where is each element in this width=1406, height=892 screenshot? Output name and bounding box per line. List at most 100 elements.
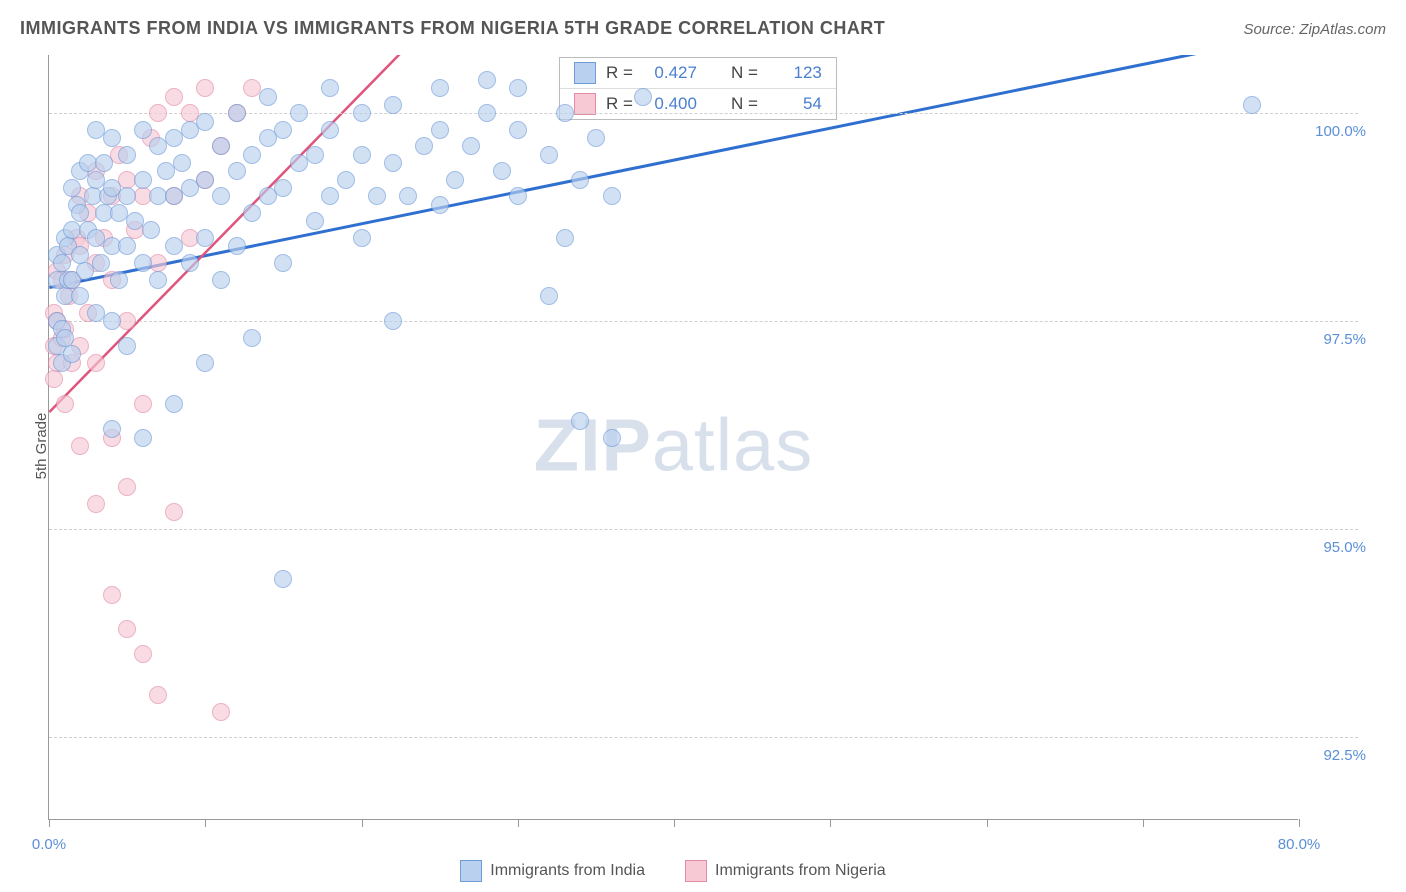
- data-point-india: [509, 187, 527, 205]
- x-tick: [674, 819, 675, 827]
- stat-r-label: R =: [606, 94, 633, 114]
- data-point-india: [274, 254, 292, 272]
- data-point-india: [321, 121, 339, 139]
- data-point-india: [212, 271, 230, 289]
- data-point-india: [431, 196, 449, 214]
- data-point-india: [509, 121, 527, 139]
- data-point-india: [149, 271, 167, 289]
- legend-item-nigeria: Immigrants from Nigeria: [685, 860, 886, 882]
- data-point-india: [353, 104, 371, 122]
- x-tick: [987, 819, 988, 827]
- data-point-india: [212, 137, 230, 155]
- swatch-india: [460, 860, 482, 882]
- data-point-nigeria: [212, 703, 230, 721]
- data-point-india: [56, 329, 74, 347]
- y-tick-label: 92.5%: [1323, 747, 1366, 764]
- data-point-india: [259, 88, 277, 106]
- data-point-india: [103, 129, 121, 147]
- data-point-india: [134, 254, 152, 272]
- swatch-india: [574, 62, 596, 84]
- data-point-india: [478, 104, 496, 122]
- data-point-india: [95, 154, 113, 172]
- data-point-india: [53, 254, 71, 272]
- x-tick: [49, 819, 50, 827]
- data-point-india: [228, 237, 246, 255]
- data-point-india: [556, 229, 574, 247]
- data-point-india: [228, 162, 246, 180]
- data-point-india: [134, 171, 152, 189]
- data-point-india: [384, 154, 402, 172]
- data-point-india: [243, 329, 261, 347]
- data-point-india: [306, 212, 324, 230]
- data-point-nigeria: [71, 437, 89, 455]
- data-point-nigeria: [118, 312, 136, 330]
- legend-label: Immigrants from India: [490, 862, 645, 880]
- data-point-india: [603, 187, 621, 205]
- data-point-india: [165, 237, 183, 255]
- data-point-india: [384, 96, 402, 114]
- data-point-india: [63, 345, 81, 363]
- data-point-india: [165, 395, 183, 413]
- data-point-india: [353, 229, 371, 247]
- data-point-india: [1243, 96, 1261, 114]
- data-point-india: [196, 113, 214, 131]
- data-point-india: [181, 254, 199, 272]
- data-point-nigeria: [149, 104, 167, 122]
- data-point-nigeria: [134, 645, 152, 663]
- x-tick-label: 80.0%: [1278, 836, 1321, 853]
- data-point-india: [103, 312, 121, 330]
- data-point-india: [228, 104, 246, 122]
- swatch-nigeria: [685, 860, 707, 882]
- data-point-india: [212, 187, 230, 205]
- gridline-horizontal: [49, 529, 1358, 530]
- x-tick: [830, 819, 831, 827]
- y-tick-label: 100.0%: [1315, 123, 1366, 140]
- data-point-india: [540, 146, 558, 164]
- stats-row-nigeria: R = 0.400 N = 54: [560, 88, 836, 119]
- data-point-nigeria: [56, 395, 74, 413]
- data-point-india: [274, 179, 292, 197]
- legend-label: Immigrants from Nigeria: [715, 862, 886, 880]
- y-tick-label: 97.5%: [1323, 331, 1366, 348]
- stats-row-india: R = 0.427 N = 123: [560, 58, 836, 88]
- gridline-horizontal: [49, 737, 1358, 738]
- data-point-india: [384, 312, 402, 330]
- data-point-india: [118, 337, 136, 355]
- data-point-nigeria: [149, 686, 167, 704]
- chart-title: IMMIGRANTS FROM INDIA VS IMMIGRANTS FROM…: [20, 18, 885, 39]
- data-point-india: [556, 104, 574, 122]
- data-point-nigeria: [118, 620, 136, 638]
- x-tick: [362, 819, 363, 827]
- data-point-nigeria: [87, 354, 105, 372]
- data-point-nigeria: [134, 395, 152, 413]
- x-tick: [518, 819, 519, 827]
- data-point-india: [603, 429, 621, 447]
- data-point-india: [63, 179, 81, 197]
- scatter-plot-area: ZIPatlas R = 0.427 N = 123 R = 0.400 N =…: [48, 55, 1298, 820]
- data-point-india: [274, 570, 292, 588]
- legend-item-india: Immigrants from India: [460, 860, 645, 882]
- data-point-india: [134, 429, 152, 447]
- data-point-nigeria: [45, 370, 63, 388]
- data-point-india: [368, 187, 386, 205]
- data-point-nigeria: [103, 586, 121, 604]
- data-point-india: [118, 187, 136, 205]
- data-point-india: [134, 121, 152, 139]
- data-point-india: [399, 187, 417, 205]
- data-point-nigeria: [149, 254, 167, 272]
- data-point-india: [415, 137, 433, 155]
- correlation-stats-box: R = 0.427 N = 123 R = 0.400 N = 54: [559, 57, 837, 120]
- data-point-india: [196, 354, 214, 372]
- data-point-nigeria: [196, 79, 214, 97]
- stat-n-india: 123: [768, 63, 822, 83]
- swatch-nigeria: [574, 93, 596, 115]
- data-point-india: [446, 171, 464, 189]
- data-point-india: [478, 71, 496, 89]
- data-point-nigeria: [165, 503, 183, 521]
- data-point-india: [71, 204, 89, 222]
- source-attribution: Source: ZipAtlas.com: [1243, 21, 1386, 38]
- x-tick: [1299, 819, 1300, 827]
- data-point-nigeria: [87, 495, 105, 513]
- x-tick: [205, 819, 206, 827]
- data-point-india: [306, 146, 324, 164]
